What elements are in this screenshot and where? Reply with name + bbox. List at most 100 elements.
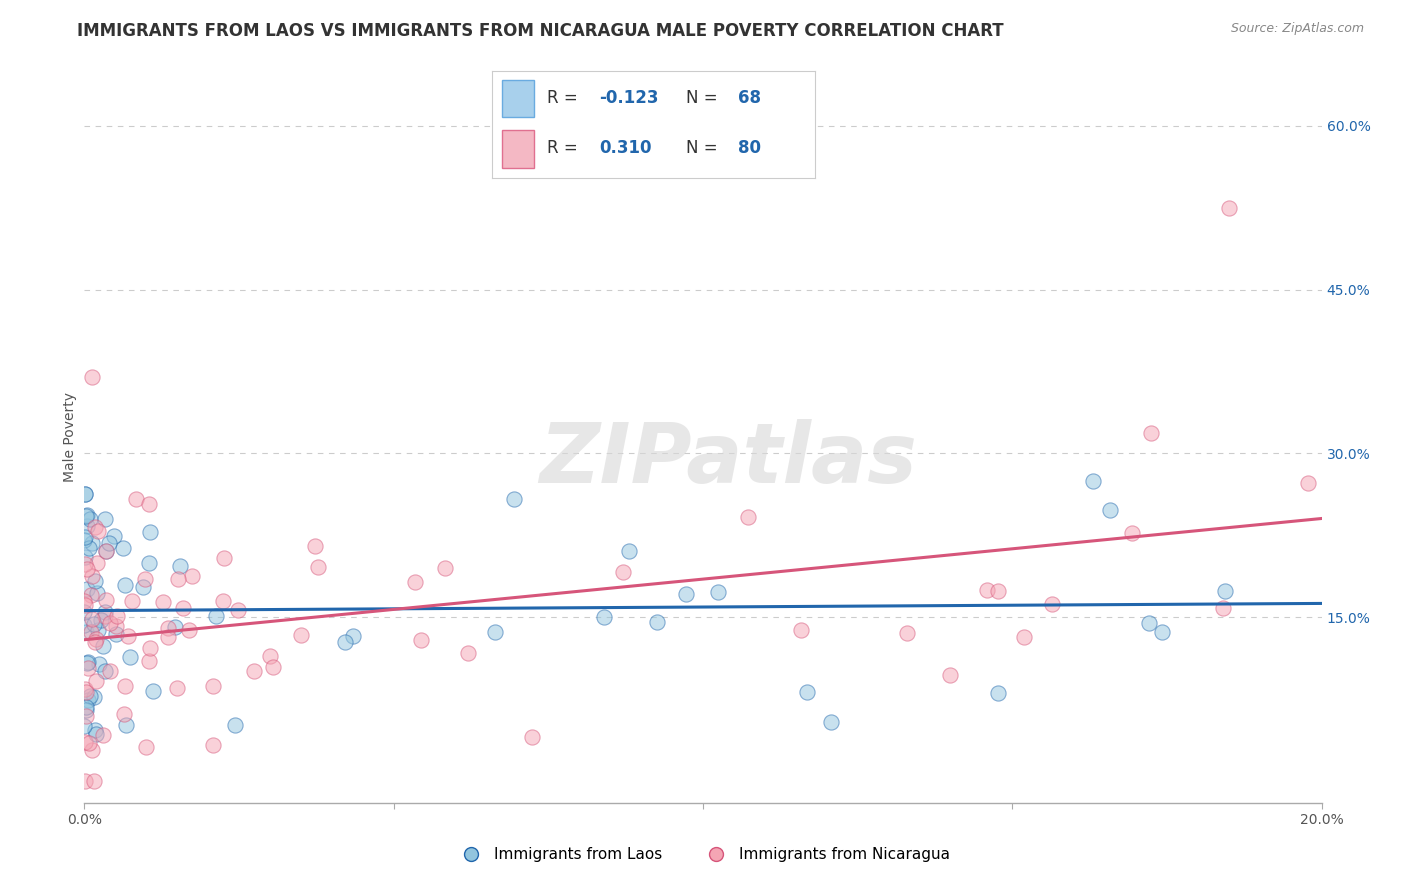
- Point: [522, 730, 544, 744]
- Text: IMMIGRANTS FROM LAOS VS IMMIGRANTS FROM NICARAGUA MALE POVERTY CORRELATION CHART: IMMIGRANTS FROM LAOS VS IMMIGRANTS FROM …: [77, 22, 1004, 40]
- Point: [80, 536, 103, 550]
- Point: [83, 774, 105, 789]
- Point: [1218, 201, 1240, 215]
- Point: [73, 605, 96, 619]
- Point: [896, 625, 918, 640]
- Point: [112, 707, 135, 722]
- Point: [80, 569, 103, 583]
- Text: R =: R =: [547, 89, 583, 107]
- Point: [262, 660, 284, 674]
- Point: [212, 594, 235, 608]
- Point: [138, 654, 160, 668]
- Point: [1152, 625, 1174, 640]
- Point: [404, 574, 426, 589]
- Point: [409, 633, 432, 648]
- Point: [83, 616, 105, 631]
- Point: [73, 617, 96, 632]
- Point: [121, 594, 143, 608]
- Point: [180, 569, 202, 583]
- Point: [73, 719, 96, 733]
- Point: [142, 684, 165, 698]
- Point: [796, 684, 818, 698]
- Point: [75, 703, 97, 717]
- Point: [675, 587, 697, 601]
- Point: [1298, 476, 1320, 491]
- Point: [91, 640, 114, 654]
- Point: [75, 709, 97, 723]
- Point: [131, 580, 153, 594]
- Point: [79, 689, 101, 703]
- Point: [617, 544, 640, 558]
- Point: [938, 668, 960, 682]
- Point: [987, 584, 1010, 599]
- Point: [76, 693, 98, 707]
- Point: [98, 616, 121, 631]
- Legend: Immigrants from Laos, Immigrants from Nicaragua: Immigrants from Laos, Immigrants from Ni…: [450, 841, 956, 868]
- Point: [138, 498, 160, 512]
- Point: [114, 679, 136, 693]
- Point: [80, 370, 103, 384]
- Point: [433, 561, 456, 575]
- Point: [1140, 425, 1163, 440]
- Point: [307, 559, 329, 574]
- Point: [156, 630, 179, 644]
- Point: [86, 586, 108, 600]
- Point: [333, 635, 356, 649]
- Point: [75, 685, 97, 699]
- Text: Source: ZipAtlas.com: Source: ZipAtlas.com: [1230, 22, 1364, 36]
- Text: R =: R =: [547, 139, 583, 157]
- FancyBboxPatch shape: [502, 130, 534, 168]
- Text: N =: N =: [686, 139, 723, 157]
- Point: [224, 718, 246, 732]
- Point: [1137, 616, 1160, 631]
- Point: [1081, 474, 1104, 488]
- Point: [228, 603, 250, 617]
- Point: [84, 727, 107, 741]
- Point: [94, 664, 117, 678]
- Text: 80: 80: [738, 139, 761, 157]
- Point: [820, 715, 842, 730]
- Point: [84, 674, 107, 689]
- Point: [204, 609, 226, 624]
- Point: [73, 593, 96, 607]
- Point: [1212, 600, 1234, 615]
- Point: [790, 623, 813, 637]
- Point: [96, 593, 118, 607]
- Point: [73, 487, 96, 501]
- Point: [304, 539, 326, 553]
- Point: [134, 739, 156, 754]
- Point: [125, 491, 148, 506]
- Point: [98, 664, 121, 678]
- Point: [83, 574, 105, 588]
- Text: -0.123: -0.123: [599, 89, 658, 107]
- Point: [75, 624, 97, 639]
- Point: [80, 612, 103, 626]
- Point: [612, 565, 634, 579]
- Point: [76, 519, 98, 533]
- Point: [73, 530, 96, 544]
- Point: [177, 623, 200, 637]
- Point: [212, 550, 235, 565]
- Point: [166, 572, 188, 586]
- Point: [105, 619, 128, 633]
- Point: [73, 533, 96, 548]
- Point: [87, 623, 110, 637]
- Text: ZIPatlas: ZIPatlas: [538, 418, 917, 500]
- Point: [94, 605, 117, 619]
- Point: [976, 582, 998, 597]
- Text: 68: 68: [738, 89, 761, 107]
- Point: [73, 487, 96, 501]
- Point: [91, 728, 114, 742]
- Point: [202, 679, 225, 693]
- Point: [80, 589, 103, 603]
- Point: [87, 524, 110, 538]
- Point: [77, 655, 100, 669]
- Point: [79, 511, 101, 525]
- Point: [259, 649, 281, 664]
- Point: [166, 681, 188, 695]
- Point: [1121, 526, 1143, 541]
- Point: [502, 491, 524, 506]
- Point: [1014, 630, 1036, 644]
- Point: [157, 621, 180, 635]
- Point: [93, 512, 115, 526]
